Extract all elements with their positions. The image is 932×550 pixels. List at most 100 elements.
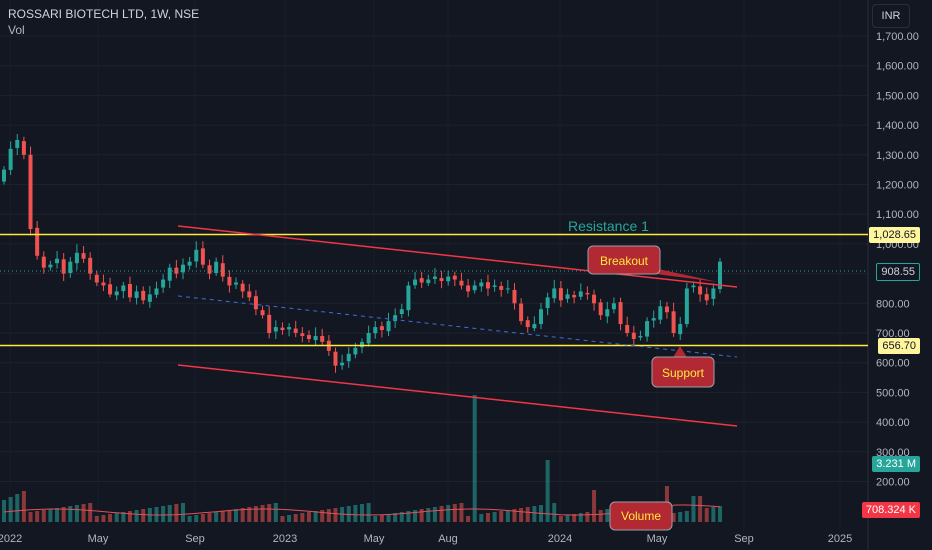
y-tick-label: 500.00 (876, 387, 910, 399)
volume-bar (479, 514, 484, 522)
y-tick-label: 400.00 (876, 417, 910, 429)
volume-bar (114, 513, 119, 522)
candle-body (525, 320, 530, 328)
volume-bar (346, 506, 351, 522)
volume-bar (585, 512, 590, 522)
candle-body (592, 294, 597, 304)
candle-body (181, 264, 185, 273)
candle-body (466, 285, 471, 292)
candle-body (101, 282, 106, 286)
volume-callout-text: Volume (621, 509, 661, 523)
volume-ma-tag: 708.324 K (861, 502, 920, 518)
volume-bar (234, 509, 239, 522)
volume-bar (293, 514, 298, 522)
x-tick-label: 2025 (828, 533, 852, 545)
candle-body (200, 248, 205, 265)
breakout-callout (587, 245, 661, 275)
support-callout (651, 356, 715, 388)
volume-bar (446, 505, 451, 522)
x-tick-label: May (647, 533, 668, 545)
candle-body (512, 289, 517, 304)
candle-body (492, 285, 497, 287)
volume-bar (161, 506, 166, 522)
volume-bar (472, 395, 477, 522)
candle-body (432, 276, 437, 279)
volume-bar (413, 510, 418, 522)
candle-body (74, 252, 79, 264)
currency-button[interactable]: INR (872, 4, 910, 28)
candle-body (393, 315, 398, 322)
candle-body (446, 276, 451, 282)
volume-bar (41, 510, 46, 522)
volume-bar (313, 511, 318, 522)
candle-body (678, 324, 683, 335)
candle-body (340, 362, 345, 366)
candle-body (141, 290, 146, 301)
volume-bar (552, 503, 557, 522)
candle-body (300, 333, 305, 336)
x-tick-label: May (364, 533, 385, 545)
candle-body (605, 309, 610, 317)
candle-body (413, 279, 418, 286)
y-tick-label: 1,500.00 (876, 90, 919, 102)
candle-body (578, 291, 583, 297)
candle-body (691, 285, 696, 288)
candle-body (280, 327, 285, 331)
candle-body (55, 258, 60, 264)
candle-body (618, 302, 623, 325)
candle-body (532, 324, 537, 329)
candle-body (479, 282, 484, 287)
channel-upper-line (177, 225, 738, 288)
candle-body (267, 314, 272, 333)
candle-body (147, 294, 152, 302)
candle-body (625, 324, 630, 333)
support-price-tag: 656.70 (878, 338, 920, 354)
volume-bar (406, 511, 411, 522)
candle-body (134, 291, 139, 298)
volume-bar (300, 513, 305, 522)
candle-body (585, 292, 590, 295)
candle-body (552, 288, 557, 299)
volume-bar (366, 503, 371, 522)
candle-body (293, 328, 298, 333)
volume-bar (320, 510, 325, 522)
candle-body (366, 333, 371, 344)
volume-bar (194, 515, 199, 522)
candle-body (88, 257, 93, 274)
candle-body (2, 169, 6, 182)
candle-body (94, 274, 99, 283)
volume-bar (127, 511, 132, 522)
candle-body (379, 326, 384, 331)
candle-body (28, 154, 33, 230)
volume-bar (74, 505, 79, 522)
volume-bar (134, 510, 139, 522)
volume-bar (214, 512, 219, 522)
candle-body (194, 249, 199, 262)
volume-bar (598, 510, 603, 522)
volume-bar (360, 504, 364, 522)
candle-body (638, 335, 643, 338)
volume-bar (519, 508, 524, 522)
volume-bar (525, 507, 530, 522)
support-callout-pointer (672, 346, 688, 359)
candle-body (260, 310, 265, 316)
volume-bar (565, 515, 570, 522)
candle-body (214, 261, 219, 274)
support-callout-text: Support (662, 366, 705, 380)
volume-bar (253, 506, 258, 522)
y-tick-label: 600.00 (876, 358, 910, 370)
candle-body (114, 291, 119, 296)
candle-body (8, 148, 13, 170)
volume-bar (280, 516, 285, 522)
candle-body (207, 265, 212, 274)
candle-body (439, 278, 444, 282)
volume-bar (698, 496, 703, 522)
volume-bar (15, 494, 20, 522)
candle-body (108, 284, 113, 295)
last-price-tag: 908.55 (876, 263, 920, 281)
volume-bar (572, 514, 577, 522)
y-tick-label: 200.00 (876, 477, 910, 489)
x-axis-ticks: 2022 May Sep 2023 May Aug 2024 May Sep 2025 (0, 533, 852, 545)
candle-body (273, 327, 278, 332)
